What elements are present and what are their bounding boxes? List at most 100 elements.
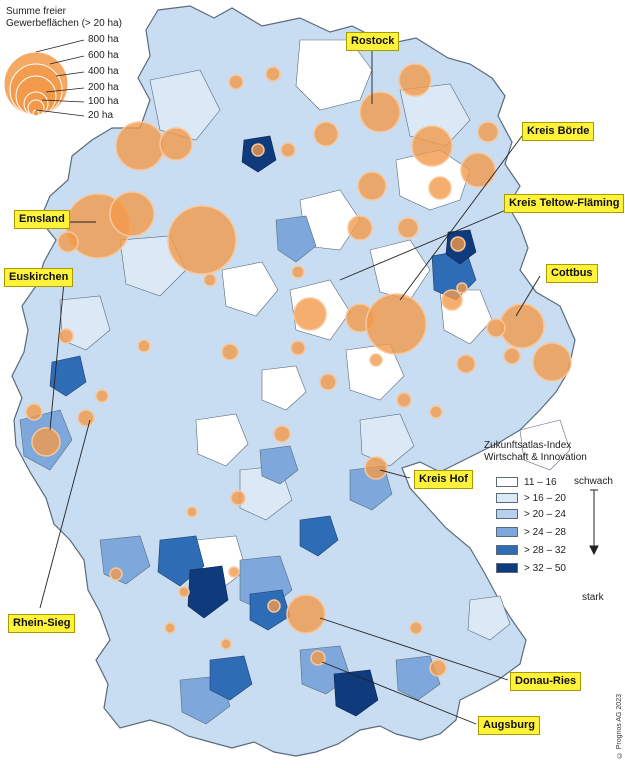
bubble	[450, 236, 466, 252]
bubble	[429, 659, 447, 677]
bubble	[109, 567, 123, 581]
bubble	[357, 171, 387, 201]
bubble-rostock	[359, 91, 401, 133]
bubble-augsburg	[310, 650, 326, 666]
bubble	[319, 373, 337, 391]
size-legend-100: 100 ha	[88, 96, 119, 107]
index-class-row: > 20 – 24	[496, 508, 566, 520]
index-legend-title-line1: Zukunftsatlas-Index	[484, 440, 572, 451]
bubble	[397, 217, 419, 239]
bubble-donau-ries	[286, 594, 326, 634]
bubble	[396, 392, 412, 408]
bubble-euskirchen	[31, 427, 61, 457]
bubble	[503, 347, 521, 365]
size-legend-lines	[35, 39, 85, 117]
bubble	[313, 121, 339, 147]
index-class-row: > 16 – 20	[496, 492, 566, 504]
label-cottbus: Cottbus	[546, 264, 598, 283]
label-augsburg: Augsburg	[478, 716, 540, 735]
bubble	[159, 127, 193, 161]
bubble	[95, 389, 109, 403]
bubble	[409, 621, 423, 635]
index-class-label: > 20 – 24	[524, 508, 566, 520]
bubble	[428, 176, 452, 200]
size-legend-400: 400 ha	[88, 66, 119, 77]
copyright: © Prognos AG 2023	[616, 693, 623, 758]
bubble	[280, 142, 296, 158]
bubble	[293, 297, 327, 331]
bubble	[115, 121, 165, 171]
index-class-label: > 28 – 32	[524, 544, 566, 556]
size-legend-200: 200 ha	[88, 82, 119, 93]
bubble	[429, 405, 443, 419]
index-class-label: > 16 – 20	[524, 492, 566, 504]
bubble	[456, 282, 468, 294]
bubble	[411, 125, 453, 167]
bubble	[456, 354, 476, 374]
bubble	[369, 353, 383, 367]
label-kreis-boerde: Kreis Börde	[522, 122, 595, 141]
index-class-label: > 24 – 28	[524, 526, 566, 538]
bubble	[251, 143, 265, 157]
index-swatch	[496, 545, 518, 555]
bubble	[228, 74, 244, 90]
label-donau-ries: Donau-Ries	[510, 672, 582, 691]
size-legend-title-line1: Summe freier	[6, 6, 67, 17]
bubble	[486, 318, 506, 338]
size-legend-600: 600 ha	[88, 50, 119, 61]
bubble	[77, 409, 95, 427]
bubble	[265, 66, 281, 82]
index-swatch	[496, 493, 518, 503]
size-legend-circles	[3, 51, 69, 117]
bubble	[267, 599, 281, 613]
index-class-row: > 28 – 32	[496, 544, 566, 556]
index-swatch	[496, 527, 518, 537]
bubble-cottbus	[499, 303, 545, 349]
bubble	[230, 490, 246, 506]
bubble	[203, 273, 217, 287]
bubble	[164, 622, 176, 634]
bubble-kreis-hof	[364, 456, 388, 480]
bubble	[58, 328, 74, 344]
index-legend-weak: schwach	[574, 476, 613, 487]
bubble	[273, 425, 291, 443]
index-legend-strong: stark	[582, 592, 604, 603]
area-bubbles	[25, 63, 572, 677]
index-swatch	[496, 509, 518, 519]
bubble	[220, 638, 232, 650]
label-emsland: Emsland	[14, 210, 70, 229]
size-legend-20: 20 ha	[88, 110, 114, 121]
label-kreis-teltow-flaeming: Kreis Teltow-Fläming	[504, 194, 625, 213]
bubble	[221, 343, 239, 361]
bubble	[532, 342, 572, 382]
index-swatch	[496, 477, 518, 487]
index-class-row: > 24 – 28	[496, 526, 566, 538]
bubble	[398, 63, 432, 97]
label-euskirchen: Euskirchen	[4, 268, 74, 287]
index-swatch	[496, 563, 518, 573]
bubble	[347, 215, 373, 241]
index-class-row: 11 – 16	[496, 476, 557, 488]
bubble	[178, 586, 190, 598]
bubble	[365, 293, 427, 355]
bubble	[460, 152, 496, 188]
index-legend-title: Zukunftsatlas-Index Wirtschaft & Innovat…	[484, 440, 587, 464]
bubble	[228, 566, 240, 578]
bubble	[167, 205, 237, 275]
bubble	[186, 506, 198, 518]
label-rostock: Rostock	[346, 32, 400, 51]
index-legend-title-line2: Wirtschaft & Innovation	[484, 452, 587, 463]
index-class-row: > 32 – 50	[496, 562, 566, 574]
strong-index-regions	[49, 249, 477, 701]
index-legend-arrow	[589, 489, 599, 556]
bubble	[25, 403, 43, 421]
index-class-label: > 32 – 50	[524, 562, 566, 574]
bubble	[477, 121, 499, 143]
index-class-label: 11 – 16	[524, 476, 557, 488]
bubble	[290, 340, 306, 356]
size-legend-title-line2: Gewerbeflächen (> 20 ha)	[6, 18, 122, 29]
bubble	[441, 289, 463, 311]
leader-lines	[39, 48, 541, 725]
bubble	[57, 231, 79, 253]
